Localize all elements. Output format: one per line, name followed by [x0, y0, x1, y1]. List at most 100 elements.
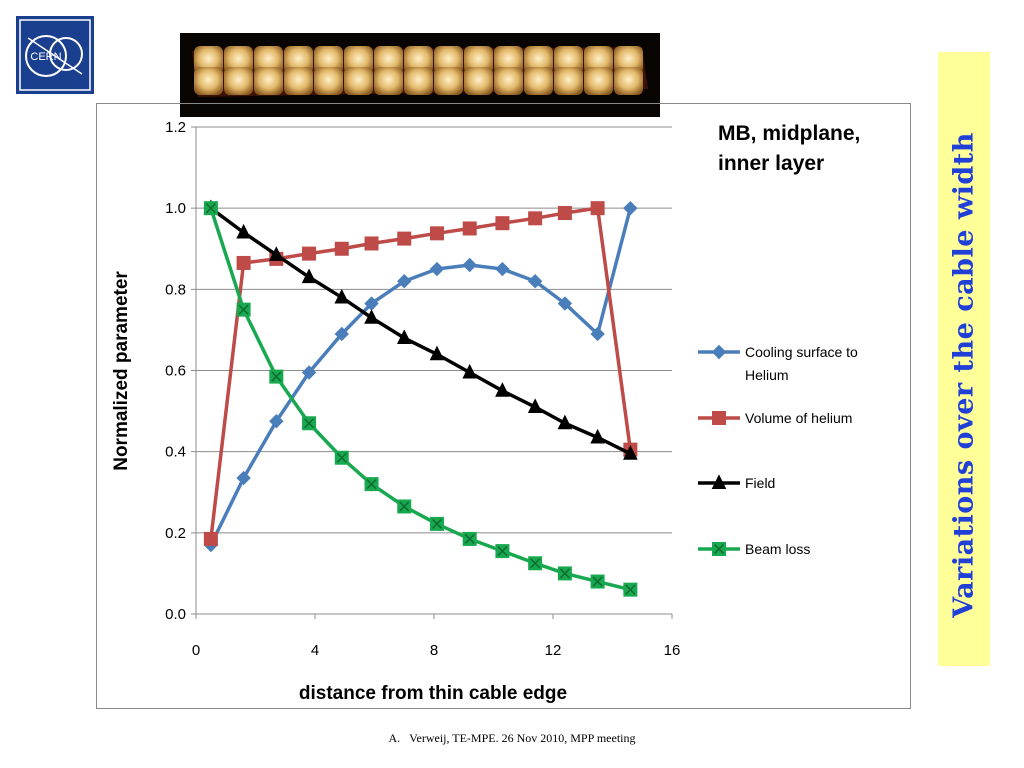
data-point — [236, 470, 251, 486]
data-point-cross — [366, 479, 377, 490]
data-point — [301, 268, 317, 284]
data-point — [590, 201, 605, 216]
cable-strand — [524, 67, 553, 95]
data-point-cross — [625, 584, 636, 595]
chart-title-line-1: MB, midplane, — [718, 122, 860, 145]
series-volume-of-helium — [203, 201, 638, 546]
data-point-cross — [271, 371, 282, 382]
data-point — [364, 309, 379, 324]
data-point — [462, 257, 477, 273]
data-point-cross — [592, 576, 603, 587]
footer-citation: A. Verweij, TE-MPE. 26 Nov 2010, MPP mee… — [388, 731, 636, 745]
data-point — [429, 226, 444, 241]
cable-strand — [284, 67, 313, 95]
data-point — [495, 261, 510, 277]
y-tick-label: 0.8 — [165, 281, 186, 298]
data-point — [557, 414, 573, 430]
legend-entry: Field — [698, 474, 775, 491]
data-point — [269, 246, 284, 261]
y-tick-label: 0.0 — [165, 606, 186, 623]
data-point — [462, 363, 478, 379]
data-point-cross — [431, 518, 443, 529]
data-point — [396, 329, 412, 345]
data-point — [527, 274, 543, 289]
y-tick-label: 0.6 — [165, 363, 186, 380]
data-point-cross — [399, 501, 410, 512]
y-tick-label: 0.4 — [165, 444, 186, 461]
cern-logo: CERN — [16, 16, 94, 94]
legend: Cooling surface to Helium Volume of helium… — [698, 344, 858, 557]
series-cooling-surface-to-helium — [203, 200, 638, 553]
data-point — [429, 261, 445, 277]
cable-strand — [434, 67, 463, 95]
cable-strand — [554, 67, 583, 95]
data-point-cross — [304, 418, 315, 429]
cable-strand — [344, 67, 373, 95]
cable-strand — [194, 67, 223, 95]
data-point — [590, 428, 605, 444]
data-point-cross — [530, 558, 541, 569]
data-point — [334, 326, 349, 342]
legend-label: Helium — [745, 367, 789, 383]
x-tick-label: 8 — [430, 642, 438, 659]
x-tick-label: 16 — [664, 642, 681, 659]
data-point-cross — [559, 568, 570, 579]
axes: 0.0 0.2 0.4 0.6 0.8 1.0 1.2 0 4 8 12 16 — [165, 119, 680, 659]
data-point — [236, 255, 251, 270]
data-point — [462, 221, 477, 236]
x-axis-title: distance from thin cable edge — [299, 683, 567, 704]
data-point-cross — [205, 203, 216, 214]
y-tick-label: 0.2 — [165, 525, 186, 542]
logo-text: CERN — [30, 51, 61, 63]
data-point — [301, 365, 317, 380]
data-point — [528, 211, 543, 226]
data-point-cross — [336, 452, 347, 463]
chart-title-line-2: inner layer — [718, 152, 824, 175]
data-point — [334, 288, 350, 304]
cable-strand — [494, 67, 523, 95]
cable-strand — [224, 67, 253, 95]
data-point — [557, 206, 572, 221]
data-point-cross — [464, 533, 475, 544]
data-point — [397, 231, 412, 246]
series-beam-loss — [203, 201, 638, 597]
legend-label: Field — [745, 475, 775, 491]
data-point — [269, 414, 284, 429]
data-point — [557, 296, 573, 311]
cable-strand — [404, 67, 433, 95]
data-point — [203, 531, 218, 546]
side-title: Variations over the cable width — [948, 132, 980, 618]
data-point — [623, 200, 638, 216]
series — [203, 199, 638, 597]
data-point — [302, 246, 317, 261]
x-tick-label: 12 — [545, 642, 562, 659]
data-point — [334, 241, 349, 256]
x-tick-label: 0 — [192, 642, 200, 659]
data-point — [397, 274, 412, 289]
data-point — [364, 236, 379, 251]
legend-swatch-marker — [712, 411, 726, 425]
legend-entry: Beam loss — [698, 541, 810, 557]
gridlines — [196, 126, 672, 534]
legend-swatch-marker — [711, 474, 727, 489]
side-title-box — [938, 52, 990, 666]
y-tick-label: 1.2 — [165, 119, 186, 136]
y-axis-title: Normalized parameter — [111, 271, 132, 471]
legend-label: Beam loss — [745, 541, 810, 557]
data-point — [429, 345, 445, 361]
cable-strand — [614, 67, 643, 95]
legend-label: Volume of helium — [745, 410, 852, 426]
legend-swatch-marker — [711, 344, 727, 360]
data-point — [590, 326, 605, 342]
data-point — [495, 382, 510, 397]
legend-label: Cooling surface to — [745, 344, 858, 360]
data-point — [623, 445, 638, 460]
legend-swatch-marker-cross — [713, 543, 725, 555]
data-point-cross — [497, 546, 508, 557]
cable-strand — [254, 67, 283, 95]
data-point — [236, 223, 251, 239]
legend-entry: Cooling surface to Helium — [698, 344, 858, 383]
chart-frame — [96, 103, 911, 709]
data-point-cross — [238, 304, 249, 315]
